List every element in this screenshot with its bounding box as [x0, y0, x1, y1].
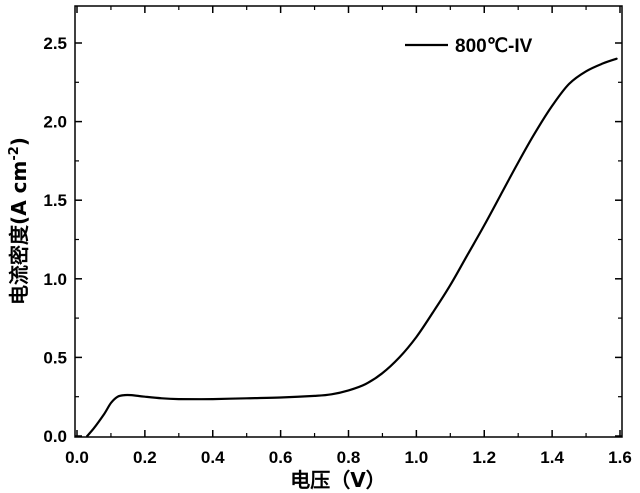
- x-tick-label: 0.2: [133, 448, 157, 467]
- y-axis-ticks: 0.0 0.5 1.0 1.5 2.0 2.5: [43, 34, 622, 446]
- x-tick-label: 1.0: [405, 448, 429, 467]
- y-tick-label: 1.0: [43, 270, 67, 289]
- x-tick-label: 1.6: [608, 448, 632, 467]
- x-tick-label: 0.4: [201, 448, 225, 467]
- series-line-800c-iv: [86, 57, 618, 438]
- legend: 800℃-IV: [405, 36, 533, 57]
- x-axis-title: 电压（V）: [290, 468, 385, 492]
- plot-frame: [74, 5, 623, 438]
- x-axis-ticks: 0.0 0.2 0.4 0.6 0.8 1.0 1.2 1.4 1.6: [65, 6, 632, 467]
- x-tick-label: 0.0: [65, 448, 89, 467]
- y-axis-title: 电流密度(A cm-2): [7, 137, 31, 305]
- y-axis-title-close: ): [7, 137, 31, 146]
- y-tick-label: 0.5: [43, 348, 67, 367]
- y-tick-label: 2.5: [43, 34, 67, 53]
- y-axis-title-main: 电流密度(A cm: [7, 161, 31, 305]
- x-tick-label: 0.6: [269, 448, 293, 467]
- legend-label: 800℃-IV: [455, 36, 533, 57]
- y-tick-label: 1.5: [43, 191, 67, 210]
- x-tick-label: 1.4: [540, 448, 564, 467]
- x-tick-label: 1.2: [472, 448, 496, 467]
- x-tick-label: 0.8: [337, 448, 361, 467]
- y-axis-title-superscript: -2: [7, 146, 22, 160]
- y-tick-label: 0.0: [43, 427, 67, 446]
- y-tick-label: 2.0: [43, 113, 67, 132]
